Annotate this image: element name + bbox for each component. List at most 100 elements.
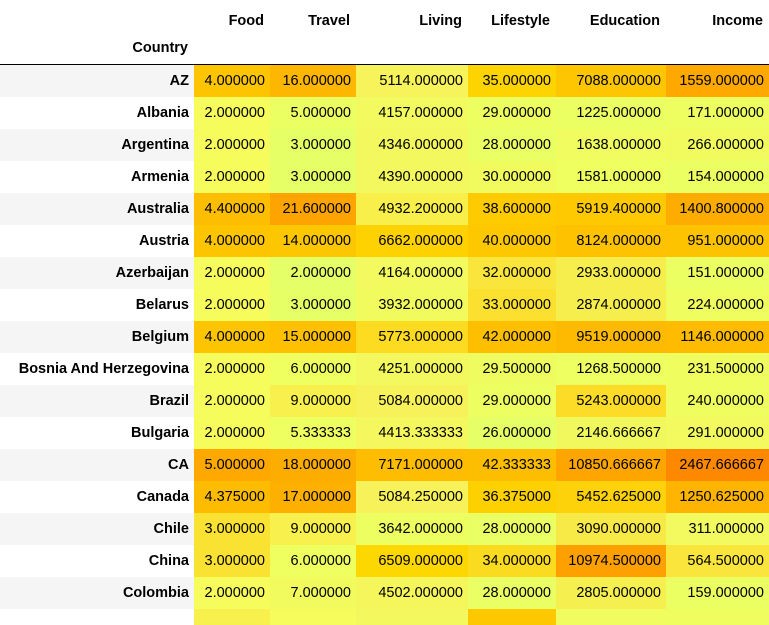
- cell-income: 311.000000: [666, 513, 769, 545]
- table-body: AZ 4.000000 16.000000 5114.000000 35.000000 7…: [0, 64, 769, 625]
- cell-lifestyle: 33.000000: [468, 289, 556, 321]
- row-header-country: [0, 609, 194, 625]
- cell-education: 1268.500000: [556, 353, 666, 385]
- cell-education: 9519.000000: [556, 321, 666, 353]
- empty-header-cell: [556, 32, 666, 65]
- row-header-country: Armenia: [0, 161, 194, 193]
- column-header-food: Food: [228, 13, 264, 29]
- empty-header-cell: [356, 32, 468, 65]
- cell-food: 2.000000: [194, 161, 270, 193]
- cell-travel: 14.000000: [270, 225, 356, 257]
- column-header-income: Income: [712, 13, 763, 29]
- column-header-education: Education: [589, 13, 660, 29]
- row-header-country: CA: [0, 449, 194, 481]
- empty-header-cell: [468, 32, 556, 65]
- cell-income: 564.500000: [666, 545, 769, 577]
- row-header-country: China: [0, 545, 194, 577]
- cell-travel: 21.600000: [270, 193, 356, 225]
- cell-travel: 15.000000: [270, 321, 356, 353]
- cell-lifestyle: 36.375000: [468, 481, 556, 513]
- cell-income: 159.000000: [666, 577, 769, 609]
- cell-lifestyle: 42.000000: [468, 321, 556, 353]
- cell-income: 240.000000: [666, 385, 769, 417]
- cell-education: 1225.000000: [556, 97, 666, 129]
- column-header-travel: Travel: [308, 13, 350, 29]
- cell-travel: 6.000000: [270, 545, 356, 577]
- cell-income: 154.000000: [666, 161, 769, 193]
- cell-income: 266.000000: [666, 129, 769, 161]
- table-row: Belarus 2.000000 3.000000 3932.000000 33.000…: [0, 289, 769, 321]
- cell-food: 2.000000: [194, 289, 270, 321]
- cell-living: 4413.333333: [356, 417, 468, 449]
- index-header-row: Country: [0, 32, 769, 65]
- cell-living: 4251.000000: [356, 353, 468, 385]
- cell-income: [666, 609, 769, 625]
- column-header-lifestyle: Lifestyle: [491, 13, 550, 29]
- cell-lifestyle: 42.333333: [468, 449, 556, 481]
- cell-lifestyle: 26.000000: [468, 417, 556, 449]
- empty-header-cell: [666, 32, 769, 65]
- cell-travel: 3.000000: [270, 289, 356, 321]
- cell-travel: 9.000000: [270, 513, 356, 545]
- cell-travel: 7.000000: [270, 577, 356, 609]
- cell-living: 4157.000000: [356, 97, 468, 129]
- cell-living: 5084.000000: [356, 385, 468, 417]
- cell-food: 2.000000: [194, 97, 270, 129]
- cell-lifestyle: 29.500000: [468, 353, 556, 385]
- row-header-country: Austria: [0, 225, 194, 257]
- cell-food: 3.000000: [194, 513, 270, 545]
- cell-education: 2146.666667: [556, 417, 666, 449]
- table-row: China 3.000000 6.000000 6509.000000 34.00000…: [0, 545, 769, 577]
- cell-food: 2.000000: [194, 353, 270, 385]
- cell-travel: [270, 609, 356, 625]
- table-row: CA 5.000000 18.000000 7171.000000 42.333333 1…: [0, 449, 769, 481]
- cell-education: 5243.000000: [556, 385, 666, 417]
- cell-food: 4.000000: [194, 225, 270, 257]
- row-header-country: Albania: [0, 97, 194, 129]
- table-row: Bosnia And Herzegovina 2.000000 6.000000 42…: [0, 353, 769, 385]
- table-row: Canada 4.375000 17.000000 5084.250000 36.375…: [0, 481, 769, 513]
- cell-travel: 2.000000: [270, 257, 356, 289]
- cell-travel: 5.000000: [270, 97, 356, 129]
- row-header-country: Bosnia And Herzegovina: [0, 353, 194, 385]
- cell-education: 5919.400000: [556, 193, 666, 225]
- cell-food: 2.000000: [194, 577, 270, 609]
- table-row: Azerbaijan 2.000000 2.000000 4164.000000 32.…: [0, 257, 769, 289]
- row-header-country: Argentina: [0, 129, 194, 161]
- column-header-living: Living: [419, 13, 462, 29]
- row-header-country: Brazil: [0, 385, 194, 417]
- cell-living: 3642.000000: [356, 513, 468, 545]
- cell-lifestyle: 29.000000: [468, 385, 556, 417]
- cell-travel: 3.000000: [270, 161, 356, 193]
- cell-travel: 16.000000: [270, 64, 356, 97]
- table-row: Brazil 2.000000 9.000000 5084.000000 29.0000…: [0, 385, 769, 417]
- cell-income: 291.000000: [666, 417, 769, 449]
- table-row: Albania 2.000000 5.000000 4157.000000 29.000…: [0, 97, 769, 129]
- cell-living: 4502.000000: [356, 577, 468, 609]
- cell-lifestyle: 29.000000: [468, 97, 556, 129]
- cell-education: 7088.000000: [556, 64, 666, 97]
- cell-education: 2874.000000: [556, 289, 666, 321]
- row-header-country: Belgium: [0, 321, 194, 353]
- row-header-country: Bulgaria: [0, 417, 194, 449]
- cell-education: 2933.000000: [556, 257, 666, 289]
- cell-food: 4.000000: [194, 321, 270, 353]
- cell-living: 3932.000000: [356, 289, 468, 321]
- cell-food: 2.000000: [194, 417, 270, 449]
- cell-lifestyle: 34.000000: [468, 545, 556, 577]
- row-header-country: Colombia: [0, 577, 194, 609]
- cell-food: 2.000000: [194, 385, 270, 417]
- empty-header-cell: [194, 32, 270, 65]
- cell-education: 10850.666667: [556, 449, 666, 481]
- cell-education: [556, 609, 666, 625]
- cell-income: 1146.000000: [666, 321, 769, 353]
- cell-food: [194, 609, 270, 625]
- cell-travel: 9.000000: [270, 385, 356, 417]
- cell-lifestyle: 32.000000: [468, 257, 556, 289]
- cell-income: 1250.625000: [666, 481, 769, 513]
- empty-header-cell: [270, 32, 356, 65]
- cell-income: 171.000000: [666, 97, 769, 129]
- cell-travel: 18.000000: [270, 449, 356, 481]
